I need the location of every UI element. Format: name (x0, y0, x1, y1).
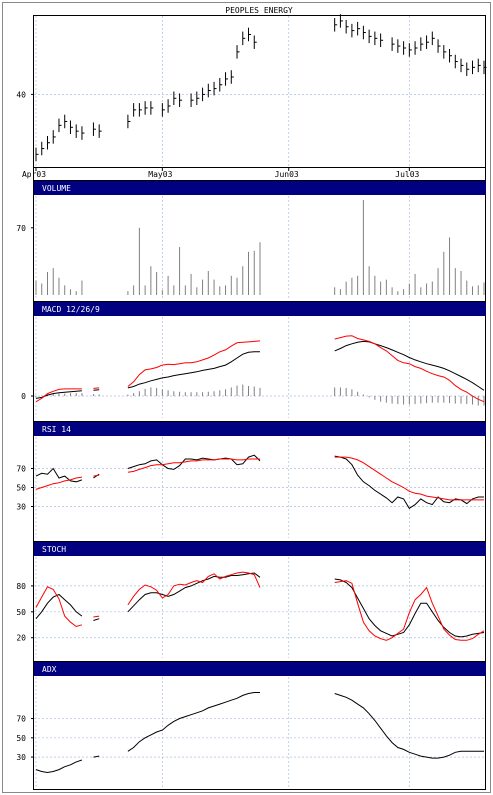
panel-title-macd: MACD 12/26/9 (42, 305, 100, 314)
x-tick-label: Apr03 (22, 170, 46, 179)
panel-title-band (34, 542, 486, 556)
y-tick-label-stoch: 50 (16, 608, 26, 617)
adx-main-line (35, 692, 484, 774)
y-tick-label-stoch: 20 (16, 634, 26, 643)
x-tick-label: Jul03 (395, 170, 419, 179)
y-tick-label-volume: 70 (16, 224, 26, 233)
chart-title: PEOPLES ENERGY (225, 6, 293, 15)
panel-title-band (34, 662, 486, 676)
macd-signal-line (35, 335, 485, 403)
panel-title-stoch: STOCH (42, 545, 66, 554)
stoch-main-line (35, 572, 485, 638)
panel-title-volume: VOLUME (42, 184, 71, 193)
macd-main-line (35, 340, 485, 399)
y-tick-label-rsi: 50 (16, 484, 26, 493)
y-tick-label-rsi: 30 (16, 503, 26, 512)
panel-title-band (34, 181, 486, 195)
y-tick-label-adx: 30 (16, 753, 26, 762)
x-tick-label: Jun03 (275, 170, 299, 179)
y-tick-label-adx: 70 (16, 715, 26, 724)
y-tick-label-macd: 0 (21, 392, 26, 401)
y-tick-label-stoch: 80 (16, 582, 26, 591)
panel-title-band (34, 302, 486, 316)
y-tick-label-rsi: 70 (16, 465, 26, 474)
rsi-signal-line (35, 456, 484, 501)
panel-title-band (34, 422, 486, 436)
x-tick-label: May03 (148, 170, 172, 179)
y-tick-label-price: 40 (16, 90, 26, 99)
panel-title-adx: ADX (42, 665, 57, 674)
stoch-signal-line (35, 571, 485, 641)
y-tick-label-adx: 50 (16, 734, 26, 743)
panel-title-rsi: RSI 14 (42, 425, 71, 434)
